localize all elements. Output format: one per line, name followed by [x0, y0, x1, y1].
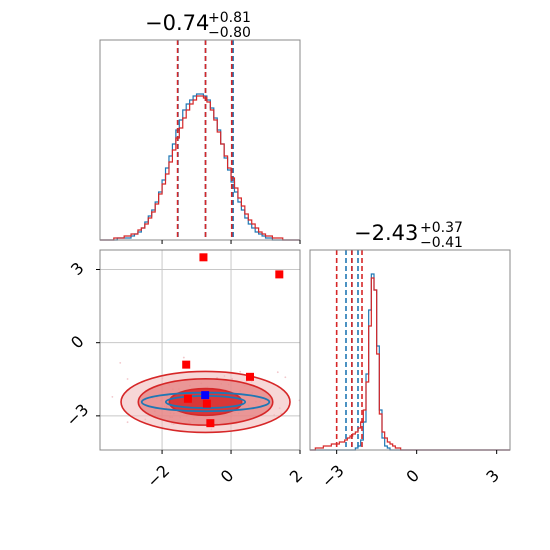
scatter-sample-dot	[126, 378, 129, 380]
scatter-x-tick-label: −2	[143, 461, 173, 491]
blue-square-marker	[201, 391, 210, 400]
right-x-tick-label: 0	[402, 466, 423, 487]
right-x-tick-label: −3	[318, 461, 348, 491]
scatter-y-tick-label: −3	[62, 400, 92, 430]
top-histogram-title: −0.74 +0.81 −0.80	[145, 10, 251, 41]
red-square-marker	[206, 419, 215, 428]
red-square-marker	[275, 270, 284, 279]
scatter-x-tick-label: 0	[217, 466, 238, 487]
right-title-plus: +0.37	[420, 220, 463, 236]
scatter-sample-dot	[276, 371, 279, 374]
top-axes-frame	[99, 39, 301, 241]
red-square-marker	[183, 394, 192, 403]
top-title-minus: −0.80	[208, 25, 251, 41]
red-square-marker	[199, 253, 208, 262]
scatter-x-tick-label: 2	[286, 466, 307, 487]
scatter-sample-dot	[182, 356, 185, 359]
scatter-sample-dot	[119, 361, 122, 364]
right-axes-frame	[309, 249, 511, 451]
top-red-histogram-line	[100, 95, 300, 241]
scatter-axes-frame	[99, 249, 301, 451]
red-square-marker	[246, 372, 254, 381]
top-title-median: −0.74	[145, 11, 209, 35]
top-title-plus: +0.81	[208, 10, 251, 26]
right-x-tick-label: 3	[482, 466, 503, 487]
right-histogram-title: −2.43 +0.37 −0.41	[354, 220, 463, 251]
red-square-marker	[182, 360, 191, 369]
top-histogram-panel	[99, 39, 301, 244]
scatter-sample-dot	[239, 370, 242, 373]
right-histogram-panel: −3 0 3	[309, 249, 511, 491]
scatter-y-tick-label: 3	[67, 258, 88, 279]
scatter-sample-dot	[284, 376, 287, 379]
scatter-y-tick-label: 0	[67, 332, 88, 353]
right-title-median: −2.43	[354, 221, 418, 245]
red-square-marker	[202, 399, 211, 408]
scatter-contour-panel: −2 0 2 −3 0 3	[62, 249, 309, 491]
scatter-sample-dot	[300, 421, 302, 423]
scatter-sample-dot	[126, 421, 129, 424]
scatter-sample-dot	[307, 383, 309, 385]
scatter-sample-dot	[111, 395, 114, 398]
right-title-minus: −0.41	[420, 235, 463, 251]
